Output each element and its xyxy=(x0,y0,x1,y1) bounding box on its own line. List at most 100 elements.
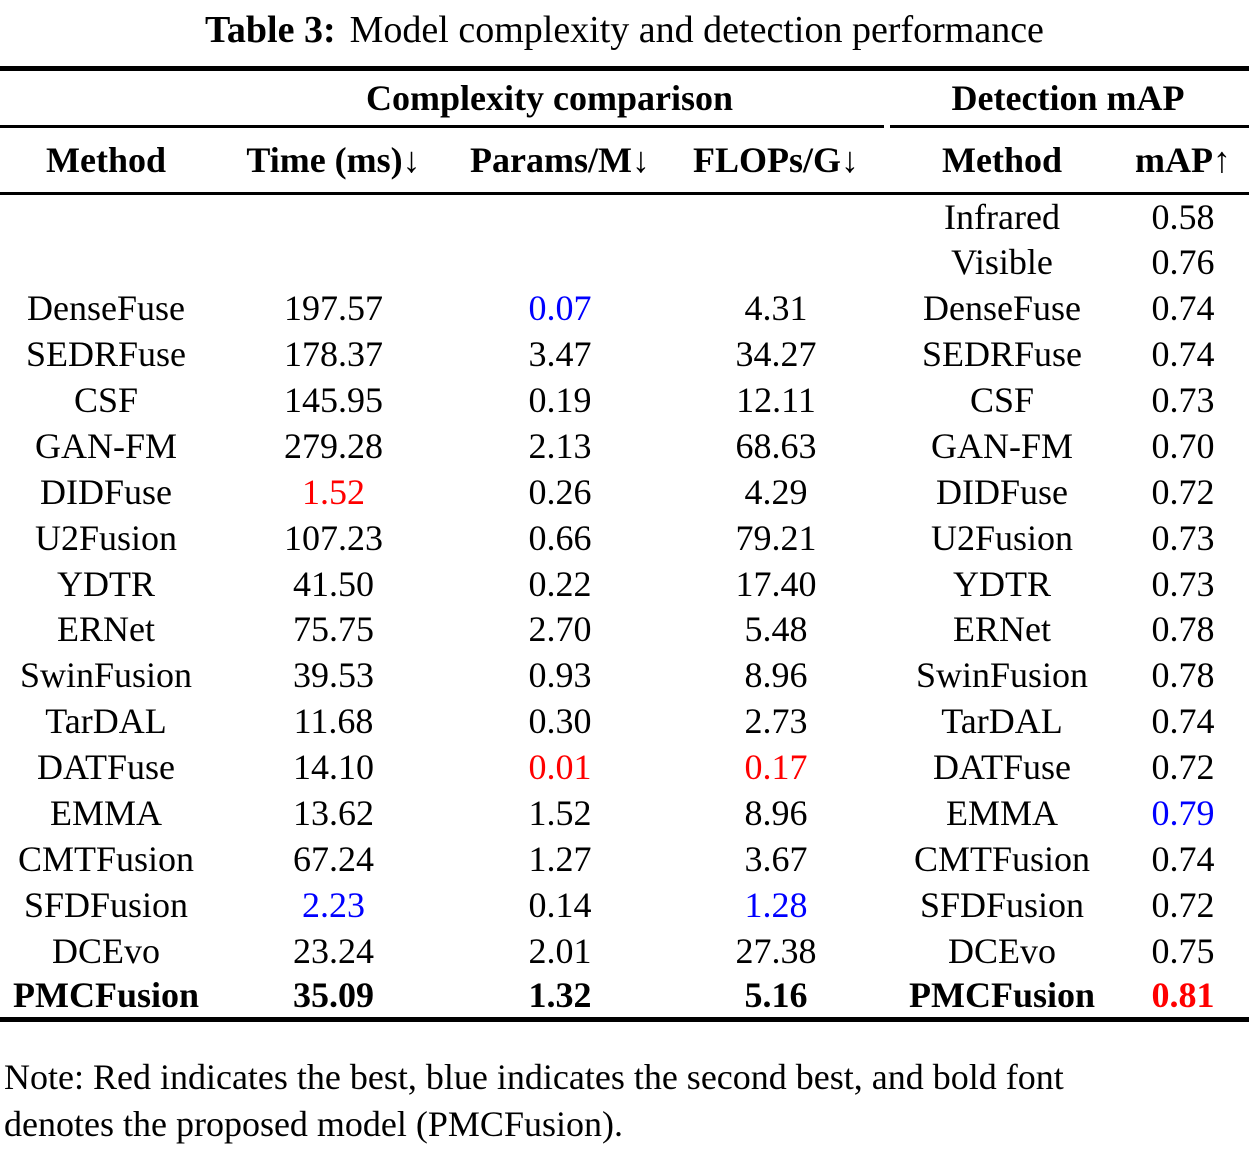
table-row: GAN-FM 279.28 2.13 68.63 GAN-FM 0.70 xyxy=(0,423,1249,469)
column-header-row: Method Time (ms)↓ Params/M↓ FLOPs/G↓ Met… xyxy=(0,127,1249,195)
table-cell: 0.66 xyxy=(528,517,592,558)
table-cell: 0.73 xyxy=(1151,380,1215,420)
table-cell: 13.62 xyxy=(293,793,374,834)
table-cell: 2.01 xyxy=(528,930,592,971)
table-cell: Infrared xyxy=(944,197,1060,238)
table-cell: 67.24 xyxy=(293,838,374,879)
table-cell: 5.16 xyxy=(744,975,808,1016)
table-cell: 0.78 xyxy=(1151,609,1215,650)
table-row: SwinFusion 39.53 0.93 8.96 SwinFusion 0.78 xyxy=(0,652,1249,698)
table-cell: DenseFuse xyxy=(27,288,185,329)
table-cell: U2Fusion xyxy=(930,517,1074,558)
table-cell: 41.50 xyxy=(293,563,374,604)
table-cell: CMTFusion xyxy=(913,838,1091,879)
table-cell: 0.76 xyxy=(1151,242,1215,283)
table-cell: 27.38 xyxy=(735,930,817,971)
table-cell: 1.27 xyxy=(528,838,592,879)
table-cell: 0.30 xyxy=(528,701,592,742)
table-cell: 11.68 xyxy=(293,701,374,742)
table-cell: ERNet xyxy=(953,609,1051,650)
group-header-spacer xyxy=(0,69,212,125)
table-cell: 8.96 xyxy=(744,793,808,834)
table-cell: TarDAL xyxy=(941,701,1063,742)
table-cell xyxy=(665,239,887,285)
table-row: DCEvo 23.24 2.01 27.38 DCEvo 0.75 xyxy=(0,928,1249,974)
table-cell: SFDFusion xyxy=(919,884,1085,925)
table-cell: CSF xyxy=(73,380,139,420)
table-cell xyxy=(455,239,665,285)
table-row: Visible 0.76 xyxy=(0,239,1249,285)
table-cell: 0.74 xyxy=(1151,334,1215,375)
table-row: TarDAL 11.68 0.30 2.73 TarDAL 0.74 xyxy=(0,698,1249,744)
table-row: YDTR 41.50 0.22 17.40 YDTR 0.73 xyxy=(0,561,1249,607)
table-cell: 0.72 xyxy=(1151,884,1215,925)
table-cell: 178.37 xyxy=(284,334,383,375)
table-caption-label: Table 3: xyxy=(205,9,336,51)
table-cell: 79.21 xyxy=(735,517,817,558)
table-cell: 0.58 xyxy=(1151,197,1215,238)
table-cell: EMMA xyxy=(49,793,162,834)
table-row: DIDFuse 1.52 0.26 4.29 DIDFuse 0.72 xyxy=(0,469,1249,515)
table-cell: 2.73 xyxy=(744,701,808,742)
footnote-line-2: denotes the proposed model (PMCFusion). xyxy=(4,1104,623,1145)
table-cell: TarDAL xyxy=(45,701,167,742)
table-cell: 0.81 xyxy=(1151,975,1215,1016)
table-cell: 0.01 xyxy=(528,747,592,788)
table-cell: 1.32 xyxy=(528,975,592,1016)
table-cell: 279.28 xyxy=(284,425,383,466)
table-cell: 5.48 xyxy=(744,609,808,650)
table-cell: 2.70 xyxy=(528,609,592,650)
cmidrule-row xyxy=(0,124,1249,128)
table-cell: YDTR xyxy=(57,563,155,604)
table-cell: ERNet xyxy=(57,609,155,650)
table-cell: PMCFusion xyxy=(12,975,199,1016)
table-cell: 0.74 xyxy=(1151,838,1215,879)
table-cell xyxy=(665,194,887,240)
table-cell: 75.75 xyxy=(293,609,374,650)
table-cell: 0.72 xyxy=(1151,747,1215,788)
table-row: SFDFusion 2.23 0.14 1.28 SFDFusion 0.72 xyxy=(0,882,1249,928)
table-cell: 0.73 xyxy=(1151,517,1215,558)
table-cell: PMCFusion xyxy=(908,975,1095,1016)
table-caption-text: Model complexity and detection performan… xyxy=(349,9,1044,51)
table-cell: 0.26 xyxy=(528,471,592,512)
table-cell: 3.47 xyxy=(528,334,592,375)
table-cell: 0.07 xyxy=(528,288,592,329)
group-header-detection: Detection mAP xyxy=(951,77,1185,118)
table-cell: 0.93 xyxy=(528,655,592,696)
table-cell xyxy=(455,194,665,240)
table-row: DATFuse 14.10 0.01 0.17 DATFuse 0.72 xyxy=(0,744,1249,790)
table-cell: 0.14 xyxy=(528,884,592,925)
table-cell: 2.23 xyxy=(302,884,365,925)
column-header-method: Method xyxy=(0,127,212,195)
table-cell: 4.29 xyxy=(744,471,808,512)
table-cell: DATFuse xyxy=(36,747,175,788)
table-cell: SwinFusion xyxy=(915,655,1089,696)
table-cell: YDTR xyxy=(953,563,1051,604)
table-row: PMCFusion 35.09 1.32 5.16 PMCFusion 0.81 xyxy=(0,974,1249,1020)
table-cell: CSF xyxy=(969,380,1035,420)
table-cell: 39.53 xyxy=(293,655,374,696)
table-cell: 23.24 xyxy=(293,930,374,971)
table-cell: 34.27 xyxy=(735,334,817,375)
table-row: DenseFuse 197.57 0.07 4.31 DenseFuse 0.74 xyxy=(0,285,1249,331)
results-table: Complexity comparison Detection mAP Meth… xyxy=(0,66,1249,1023)
table-cell: 3.67 xyxy=(744,838,808,879)
table-cell: 0.74 xyxy=(1151,701,1215,742)
table-cell: 0.17 xyxy=(744,747,808,788)
table-cell: Visible xyxy=(951,242,1053,283)
table-cell: 107.23 xyxy=(284,517,383,558)
table-cell: 0.75 xyxy=(1151,930,1215,971)
table-cell xyxy=(212,239,455,285)
table-cell: GAN-FM xyxy=(930,425,1073,466)
table-cell: 0.78 xyxy=(1151,655,1215,696)
column-header-params: Params/M↓ xyxy=(455,127,665,195)
table-cell: 4.31 xyxy=(744,288,808,329)
footnote-line-1: Note: Red indicates the best, blue indic… xyxy=(4,1057,1064,1098)
table-cell: DATFuse xyxy=(932,747,1071,788)
table-cell: CMTFusion xyxy=(17,838,195,879)
column-header-time: Time (ms)↓ xyxy=(212,127,455,195)
table-row: Infrared 0.58 xyxy=(0,194,1249,240)
table-cell: SEDRFuse xyxy=(921,334,1083,375)
